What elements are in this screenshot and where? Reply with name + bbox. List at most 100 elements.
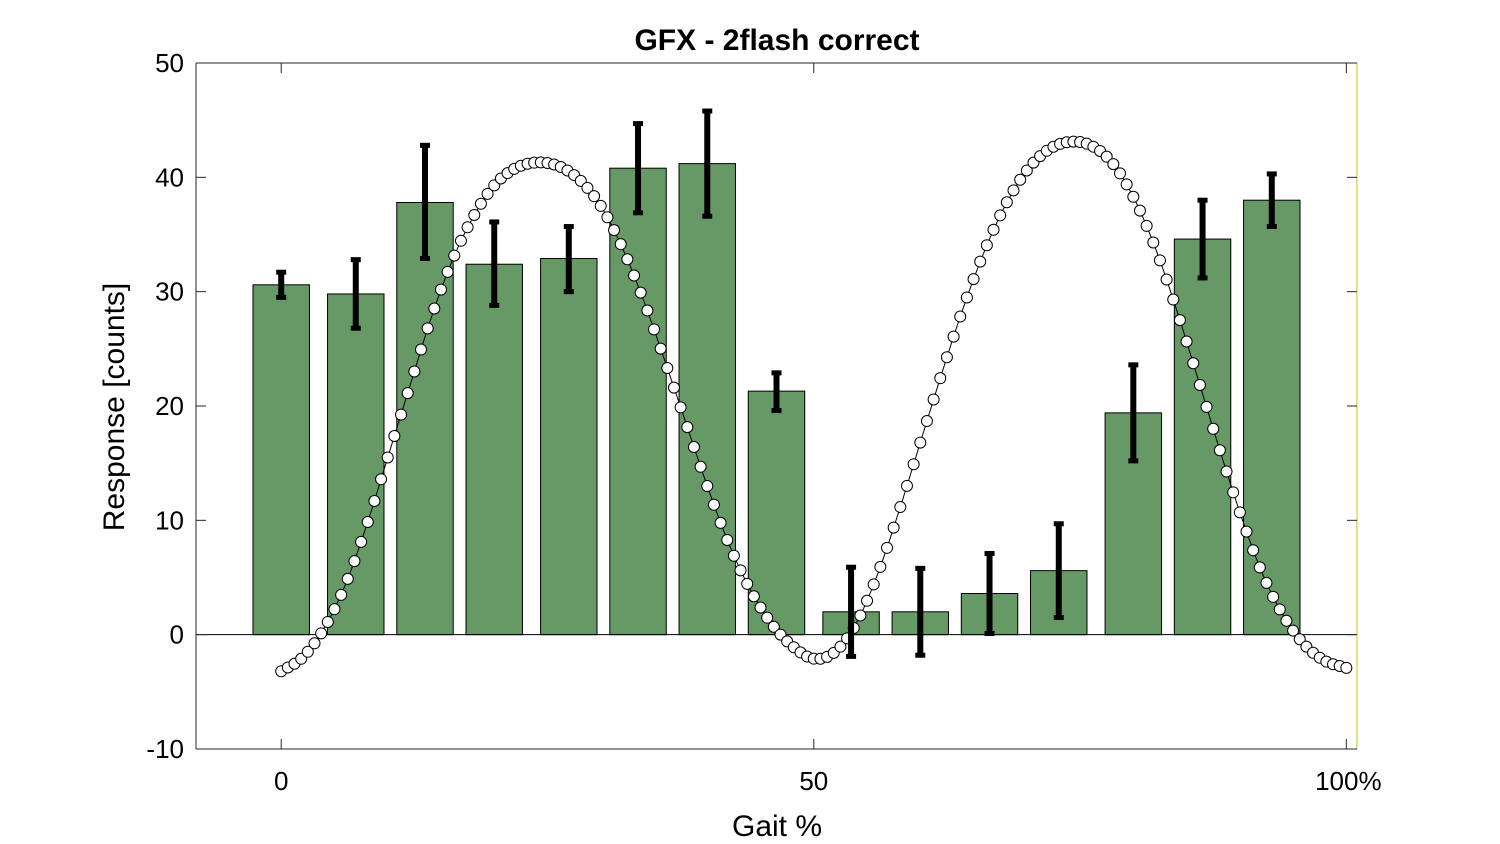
gait-curve-marker	[441, 265, 454, 278]
gait-curve-marker	[1120, 178, 1133, 191]
gait-curve-marker	[315, 627, 328, 640]
gait-curve-marker	[1220, 465, 1233, 478]
gait-curve-marker	[301, 645, 314, 658]
gait-curve-marker	[628, 269, 641, 282]
gait-curve-marker	[1007, 184, 1020, 197]
gait-curve-marker	[947, 330, 960, 343]
bar-5	[540, 258, 598, 636]
gait-curve-marker	[368, 494, 381, 507]
gait-curve-marker	[694, 460, 707, 473]
error-bar-10	[915, 565, 926, 658]
gait-curve-marker	[940, 351, 953, 364]
gait-curve-marker	[448, 249, 461, 262]
bar-2	[327, 293, 385, 636]
gait-curve-marker	[361, 516, 374, 529]
bar-7	[678, 163, 736, 636]
gait-curve-marker	[381, 451, 394, 464]
gait-curve-marker	[1200, 400, 1213, 413]
gait-curve-marker	[1127, 190, 1140, 203]
plot-area: -10 0 10 20 30 40 50 0 50 100%	[146, 48, 1381, 796]
gait-curve-marker	[1293, 633, 1306, 646]
gait-curve-marker	[934, 372, 947, 385]
gait-curve-marker	[454, 234, 467, 247]
gait-curve-marker	[920, 415, 933, 428]
gait-curve-marker	[608, 224, 621, 237]
gait-curve-marker	[1187, 357, 1200, 370]
gait-curve-marker	[967, 273, 980, 286]
gait-curve-marker	[401, 387, 414, 400]
gait-curve-marker	[927, 393, 940, 406]
gait-curve-marker	[881, 541, 894, 554]
gait-curve-marker	[588, 190, 601, 203]
error-bar-3	[420, 142, 431, 262]
x-tick-label: 100%	[1315, 766, 1382, 796]
gait-curve-marker	[754, 601, 767, 614]
error-bar-15	[1266, 171, 1277, 229]
gait-curve-marker	[907, 458, 920, 471]
x-tick-label: 0	[274, 766, 288, 796]
gait-curve-marker	[1133, 204, 1146, 217]
gait-curve	[275, 135, 1353, 678]
y-tick-label: 10	[155, 505, 184, 535]
bar-1	[252, 284, 310, 636]
gait-curve-marker	[1173, 314, 1186, 327]
gait-curve-marker	[321, 615, 334, 628]
error-bar-5	[563, 223, 574, 295]
gait-curve-marker	[1227, 486, 1240, 499]
gait-curve-marker	[707, 498, 720, 511]
gait-curve-marker	[1193, 378, 1206, 391]
error-bar-11	[984, 550, 995, 637]
gait-curve-marker	[674, 401, 687, 414]
gait-curve-marker	[1020, 164, 1033, 177]
error-bar-9	[846, 564, 857, 659]
gait-curve-marker	[994, 209, 1007, 222]
gait-curve-marker	[1140, 219, 1153, 232]
gait-curve-marker	[701, 480, 714, 493]
gait-curve-marker	[987, 223, 1000, 236]
gait-curve-marker	[408, 365, 421, 378]
gait-curve-marker	[1207, 422, 1220, 435]
y-tick-label: 20	[155, 391, 184, 421]
error-bars	[276, 108, 1277, 659]
gait-curve-marker	[1273, 603, 1286, 616]
error-bar-1	[276, 269, 287, 300]
gait-curve-marker	[481, 187, 494, 200]
gait-curve-marker	[714, 516, 727, 529]
gait-curve-marker	[954, 310, 967, 323]
gait-curve-marker	[861, 594, 874, 607]
x-tick-label: 50	[799, 766, 828, 796]
gait-curve-marker	[621, 253, 634, 266]
gait-curve-marker	[308, 637, 321, 650]
gait-curve-marker	[867, 578, 880, 591]
gait-curve-marker	[1014, 173, 1027, 186]
gait-curve-marker	[741, 577, 754, 590]
gait-curve-marker	[335, 588, 348, 601]
gait-curve-marker	[468, 208, 481, 221]
y-tick-label: 0	[170, 620, 184, 650]
gait-curve-marker	[375, 473, 388, 486]
gait-curve-marker	[415, 343, 428, 356]
gait-curve-marker	[581, 181, 594, 194]
gait-curve-marker	[667, 381, 680, 394]
bar-8	[747, 390, 806, 636]
gait-curve-marker	[328, 603, 341, 616]
gait-curve-marker	[1167, 293, 1180, 306]
gait-curve-marker	[395, 408, 408, 421]
gait-curve-marker	[747, 590, 760, 603]
gait-curve-marker	[894, 501, 907, 514]
gait-curve-marker	[874, 560, 887, 573]
gait-curve-marker	[914, 436, 927, 449]
gait-curve-marker	[681, 421, 694, 434]
gait-curve-marker	[767, 620, 780, 633]
x-axis-title: Gait %	[732, 810, 822, 843]
error-bar-12	[1053, 521, 1064, 621]
gait-curve-marker	[854, 609, 867, 622]
y-tick-label: 30	[155, 277, 184, 307]
gait-curve-marker	[601, 211, 614, 224]
error-bar-13	[1128, 362, 1139, 464]
error-bar-14	[1197, 197, 1208, 281]
y-tick-label: 40	[155, 162, 184, 192]
gait-curve-marker	[1107, 158, 1120, 171]
gait-curve-marker	[1000, 196, 1013, 209]
gait-curve-marker	[887, 521, 900, 534]
